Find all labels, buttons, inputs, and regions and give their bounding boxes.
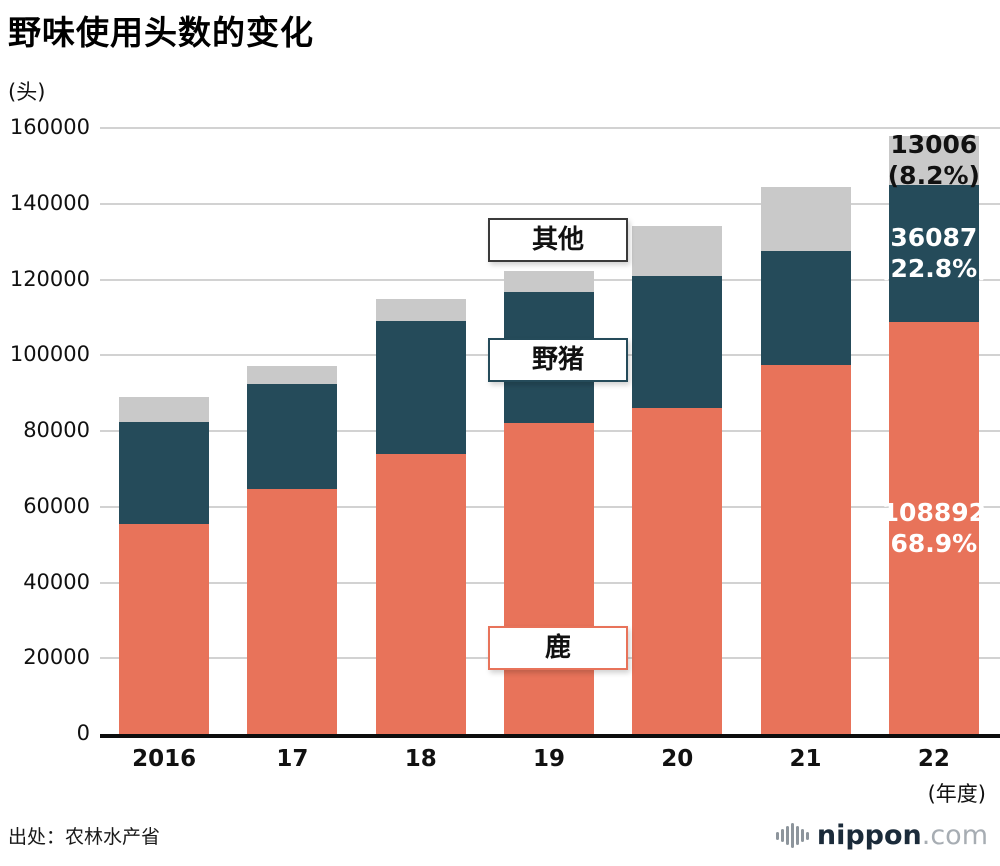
logo-suffix: .com xyxy=(921,820,988,851)
x-tick-label-2016: 2016 xyxy=(132,746,197,772)
y-tick-label: 40000 xyxy=(23,569,90,594)
legend-other: 其他 xyxy=(488,218,628,262)
y-tick-label: 80000 xyxy=(23,418,90,442)
annotation-boar: 36087 (22.8%) xyxy=(879,223,989,284)
legend-boar: 野猪 xyxy=(488,338,628,382)
y-tick-label: 140000 xyxy=(9,190,90,215)
x-axis-line xyxy=(100,734,1000,738)
bar-segment-19-deer xyxy=(504,423,594,734)
y-tick-label: 160000 xyxy=(9,115,90,139)
x-tick-label-21: 21 xyxy=(789,746,822,772)
chart-title: 野味使用头数的变化 xyxy=(8,13,314,52)
soundwave-icon xyxy=(775,822,809,850)
x-tick-label-22: 22 xyxy=(917,746,950,772)
x-tick-label-18: 18 xyxy=(404,746,437,772)
x-tick-label-20: 20 xyxy=(661,746,694,772)
bar-segment-17-deer xyxy=(247,489,338,734)
bar-segment-18-deer xyxy=(375,453,466,734)
x-tick-label-19: 19 xyxy=(532,746,565,772)
bar-segment-2016-boar xyxy=(119,421,210,524)
annotation-other: 13006 (8.2%) xyxy=(887,130,980,191)
bar-segment-19-other xyxy=(504,270,594,293)
gridline xyxy=(100,202,1000,205)
bar-segment-20-other xyxy=(632,226,723,277)
y-axis-unit: (头) xyxy=(8,80,46,104)
bar-segment-17-other xyxy=(247,366,338,384)
nippon-logo: nippon.com xyxy=(775,820,988,851)
bar-segment-22-other xyxy=(888,135,979,185)
bar-segment-21-deer xyxy=(760,364,851,734)
bar-segment-18-other xyxy=(375,298,466,322)
y-tick-label: 120000 xyxy=(9,266,90,291)
legend-deer: 鹿 xyxy=(488,626,628,670)
y-tick-label: 60000 xyxy=(23,493,90,518)
bar-segment-17-boar xyxy=(247,383,338,490)
x-axis-unit-label: (年度) xyxy=(927,782,986,806)
logo-text: nippon xyxy=(816,820,922,851)
y-tick-label: 100000 xyxy=(9,342,90,367)
bar-segment-22-deer xyxy=(888,321,979,734)
source-note: 出处：农林水产省 xyxy=(8,826,161,848)
bar-segment-21-other xyxy=(760,186,851,252)
bar-segment-21-boar xyxy=(760,251,851,365)
gridline xyxy=(100,127,1000,129)
bar-segment-20-deer xyxy=(632,408,723,734)
y-tick-label: 0 xyxy=(76,721,90,745)
bar-segment-2016-other xyxy=(119,396,210,422)
bar-segment-22-boar xyxy=(888,184,979,322)
bar-segment-2016-deer xyxy=(119,523,210,734)
y-tick-label: 20000 xyxy=(23,645,90,670)
x-tick-label-17: 17 xyxy=(276,746,309,772)
bar-segment-18-boar xyxy=(375,321,466,454)
bar-segment-20-boar xyxy=(632,276,723,409)
annotation-deer: 108892 (68.9%) xyxy=(879,497,989,558)
logo-wordmark: nippon.com xyxy=(817,820,988,851)
